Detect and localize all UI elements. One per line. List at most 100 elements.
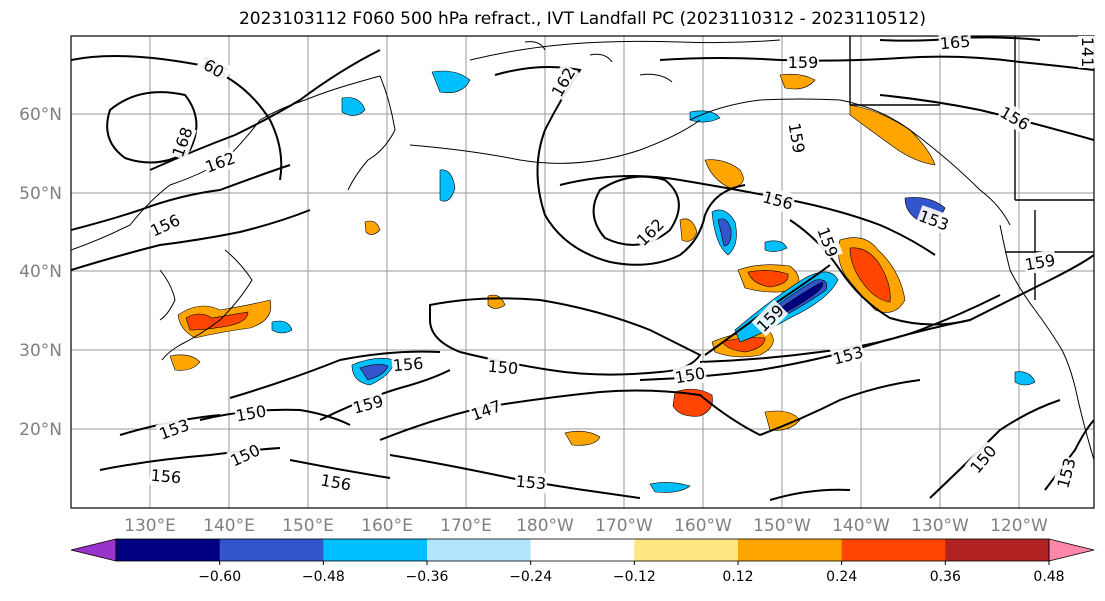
contour-162-north [149, 49, 381, 171]
negative-anomaly-small-2 [271, 320, 293, 334]
positive-anomaly-north-central-core [747, 270, 789, 288]
colorbar-outline [115, 538, 1050, 562]
contour-165-trough [494, 65, 746, 266]
longitude-label: 140°E [203, 516, 255, 536]
coastline-north-america [999, 224, 1094, 461]
longitude-label: 170°W [595, 516, 653, 536]
colorbar-segment [427, 539, 532, 561]
positive-anomaly-small-5 [364, 220, 381, 235]
latitude-labels: 60°N 50°N 40°N 30°N 20°N [19, 105, 62, 440]
longitude-label: 170°E [440, 516, 492, 536]
colorbar-tick-label: −0.48 [302, 569, 345, 585]
coastline-alaska [469, 39, 1011, 226]
negative-anomaly-jet-core [774, 281, 824, 317]
latitude-label: 30°N [19, 341, 62, 361]
latitude-label: 50°N [19, 184, 62, 204]
latitude-label: 60°N [19, 105, 62, 125]
negative-anomaly-east-asia-core [359, 364, 389, 381]
contour-159-north [659, 55, 1094, 71]
positive-anomaly-japan-core [185, 311, 249, 331]
contour-159-mid [789, 219, 1094, 326]
contour-153-west [71, 209, 311, 271]
contour-156-south [289, 459, 391, 479]
contour-150-sw [199, 408, 351, 426]
colorbar-extend-high [1048, 538, 1095, 562]
negative-anomaly-kamchatka [341, 97, 366, 116]
longitude-labels: 130°E 140°E 150°E 160°E 170°E 180°W 170°W 160°W… [124, 516, 1048, 536]
coastline-islands-1 [639, 73, 673, 83]
map-frame [70, 35, 1095, 509]
coastline-kamchatka [347, 75, 396, 191]
contour-168-closed [106, 91, 198, 164]
contour-label: 153 [515, 472, 547, 494]
negative-anomaly-bering [431, 70, 471, 94]
colorbar-segment [219, 539, 324, 561]
colorbar-segment [116, 539, 221, 561]
contour-141-se [1044, 419, 1094, 491]
contour-label: 156 [392, 354, 424, 376]
colorbar-segment [841, 539, 946, 561]
contour-159-center-west [319, 369, 451, 421]
longitude-label: 150°W [753, 516, 811, 536]
colorbar-extend-low [70, 538, 117, 562]
contour-label: 165 [939, 32, 971, 54]
contour-label: 150 [487, 357, 519, 379]
positive-anomaly-small-4 [169, 354, 201, 371]
negative-anomaly-small-1 [649, 482, 691, 493]
coastline-islands-3 [524, 41, 546, 51]
positive-anomaly-small-1 [679, 218, 698, 242]
contour-150-se [929, 399, 1061, 499]
contour-label: 141 [1078, 37, 1097, 68]
contour-159-jet [704, 264, 831, 356]
negative-anomaly-small-3 [689, 110, 721, 123]
negative-anomaly-small-5 [764, 240, 788, 252]
coastline-aleutians [409, 119, 701, 164]
contour-156-northeast [879, 94, 1094, 141]
contour-label: 159 [788, 53, 819, 72]
contour-159-se [769, 488, 851, 501]
colorbar-segment [323, 539, 428, 561]
positive-anomaly-gulf [704, 159, 744, 189]
longitude-label: 180°W [516, 516, 574, 536]
contour-156-center-west [229, 350, 441, 399]
colorbar-segment [945, 539, 1050, 561]
map-title: 2023103112 F060 500 hPa refract., IVT La… [238, 9, 926, 29]
colorbar-tick-label: 0.36 [930, 569, 961, 585]
longitude-label: 160°E [361, 516, 413, 536]
longitude-label: 140°W [832, 516, 890, 536]
colorbar-tick-label: −0.60 [198, 569, 241, 585]
contour-label: 156 [150, 466, 182, 488]
longitude-label: 130°W [911, 516, 969, 536]
positive-anomaly-alaska [849, 104, 936, 166]
longitude-label: 120°W [990, 516, 1048, 536]
positive-anomaly-small-7 [779, 73, 816, 90]
positive-anomaly-central-pacific-core [849, 247, 891, 303]
negative-anomaly-small-4 [1014, 371, 1036, 386]
latitude-label: 20°N [19, 420, 62, 440]
colorbar-tick-label: 0.12 [722, 569, 753, 585]
colorbar-tick-label: 0.48 [1033, 569, 1064, 585]
colorbar-tick-label: −0.24 [509, 569, 552, 585]
colorbar-tick-label: −0.36 [406, 569, 449, 585]
longitude-label: 130°E [124, 516, 176, 536]
colorbar-segment [634, 539, 739, 561]
colorbar-tick-label: −0.12 [613, 569, 656, 585]
contour-label-layer: 1651681621561621591651591561561621531591… [146, 30, 1098, 495]
positive-anomaly-small-3 [564, 430, 601, 446]
colorbar-segment [738, 539, 843, 561]
longitude-label: 150°E [282, 516, 334, 536]
colorbar-tick-label: 0.24 [826, 569, 857, 585]
colorbar-segment [530, 539, 635, 561]
coastlines [71, 39, 1094, 461]
longitude-label: 160°W [674, 516, 732, 536]
colorbar: −0.60 −0.48 −0.36 −0.24 −0.12 0.12 0.24 0.36 0.4… [70, 538, 1095, 585]
coastline-islands-2 [589, 53, 613, 63]
coastline-korea [159, 269, 176, 321]
coastline-japan [161, 249, 253, 361]
positive-anomaly-small-2 [764, 410, 801, 431]
latitude-label: 40°N [19, 262, 62, 282]
negative-anomaly-central-core [717, 218, 732, 247]
contour-156-west [71, 164, 291, 231]
coastline-asia [71, 75, 381, 251]
